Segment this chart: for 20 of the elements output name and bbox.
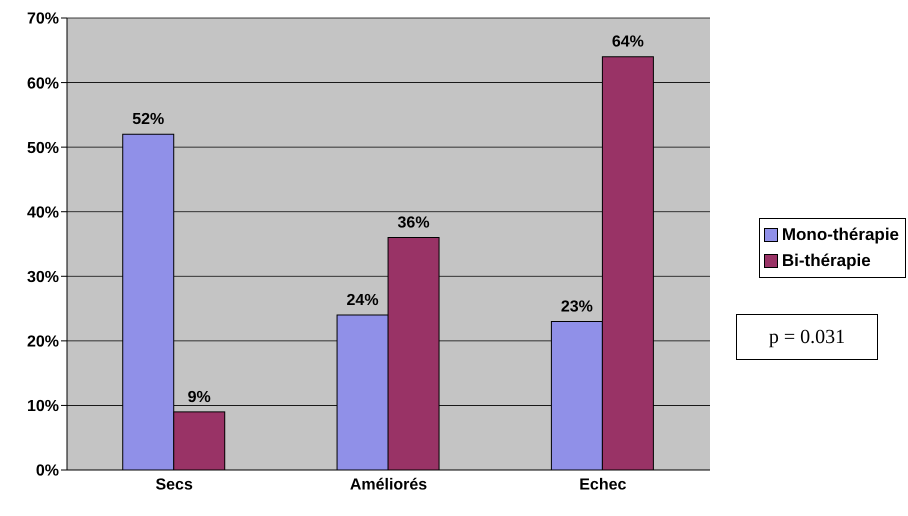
y-tick-label: 40% bbox=[26, 204, 59, 222]
x-tick-label: Améliorés bbox=[350, 476, 428, 494]
data-label: 52% bbox=[132, 111, 164, 128]
data-label: 23% bbox=[560, 298, 593, 316]
x-tick-label: Echec bbox=[579, 476, 627, 494]
x-tick-label: Secs bbox=[155, 476, 193, 494]
data-label: 36% bbox=[398, 214, 430, 232]
legend-label: Bi-thérapie bbox=[782, 250, 871, 272]
data-label: 24% bbox=[346, 292, 379, 310]
y-tick-label: 10% bbox=[26, 398, 59, 416]
y-tick-label: 0% bbox=[36, 462, 59, 480]
legend-label: Mono-thérapie bbox=[782, 224, 899, 246]
text: p = 0.031 bbox=[736, 314, 878, 360]
y-tick-label: 50% bbox=[26, 140, 59, 157]
y-tick-label: 20% bbox=[26, 334, 59, 351]
y-tick-label: 60% bbox=[26, 75, 59, 92]
y-tick-label: 30% bbox=[26, 268, 59, 286]
y-tick-label: 70% bbox=[26, 10, 59, 28]
data-label: 64% bbox=[612, 34, 644, 51]
data-label: 9% bbox=[188, 388, 211, 406]
